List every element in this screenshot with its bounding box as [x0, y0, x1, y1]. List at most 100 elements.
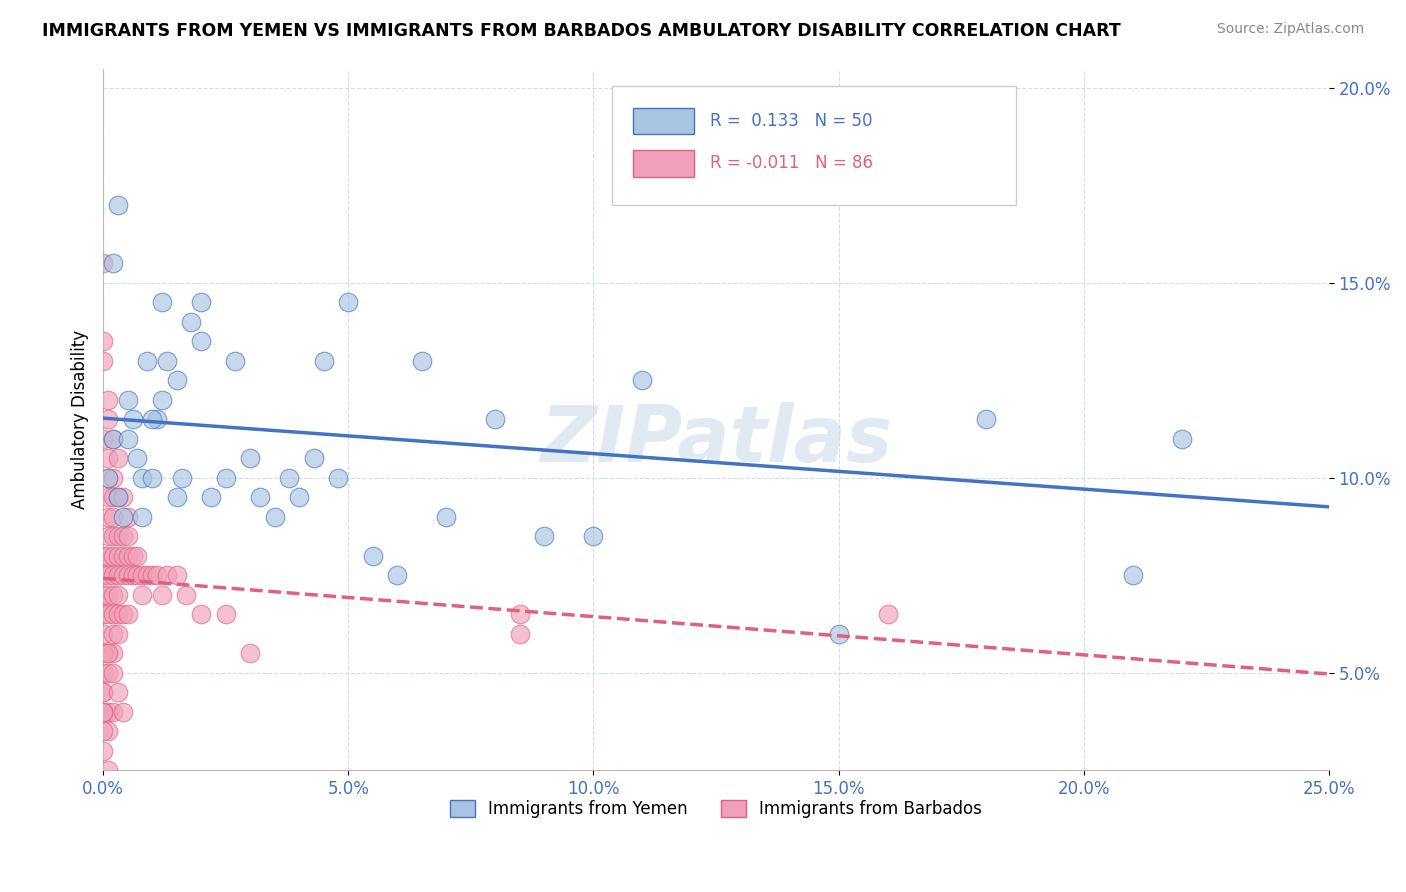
Point: [91, 568, 114, 582]
Point: [101, 432, 124, 446]
Point: [156, 353, 179, 368]
Point: [509, 626, 531, 640]
Point: [150, 588, 173, 602]
Point: [101, 665, 124, 680]
Point: [136, 353, 159, 368]
Point: [146, 568, 169, 582]
Point: [97, 412, 120, 426]
Point: [97, 549, 120, 563]
Legend: Immigrants from Yemen, Immigrants from Barbados: Immigrants from Yemen, Immigrants from B…: [443, 793, 988, 825]
Point: [117, 432, 139, 446]
Point: [533, 529, 555, 543]
Point: [111, 529, 134, 543]
Point: [278, 471, 301, 485]
Point: [121, 412, 143, 426]
Point: [434, 509, 457, 524]
Point: [239, 646, 262, 660]
Point: [131, 568, 153, 582]
Point: [170, 471, 193, 485]
Point: [411, 353, 433, 368]
Point: [141, 471, 163, 485]
Point: [200, 490, 222, 504]
Point: [249, 490, 271, 504]
Point: [150, 392, 173, 407]
Point: [117, 568, 139, 582]
Point: [166, 490, 188, 504]
Point: [101, 509, 124, 524]
Point: [97, 588, 120, 602]
Point: [91, 626, 114, 640]
Point: [97, 568, 120, 582]
Point: [328, 471, 350, 485]
Point: [91, 432, 114, 446]
Point: [101, 588, 124, 602]
Point: [974, 412, 997, 426]
Point: [215, 607, 238, 621]
Point: [91, 743, 114, 757]
Point: [131, 509, 153, 524]
Point: [111, 509, 134, 524]
Point: [101, 549, 124, 563]
Point: [97, 471, 120, 485]
Point: [190, 334, 212, 349]
Point: [97, 607, 120, 621]
Point: [101, 432, 124, 446]
Point: [91, 334, 114, 349]
Point: [117, 607, 139, 621]
Point: [107, 451, 129, 466]
Point: [91, 646, 114, 660]
Text: IMMIGRANTS FROM YEMEN VS IMMIGRANTS FROM BARBADOS AMBULATORY DISABILITY CORRELAT: IMMIGRANTS FROM YEMEN VS IMMIGRANTS FROM…: [42, 22, 1121, 40]
Point: [91, 724, 114, 739]
Point: [107, 588, 129, 602]
Point: [111, 549, 134, 563]
Point: [131, 471, 153, 485]
Text: Source: ZipAtlas.com: Source: ZipAtlas.com: [1216, 22, 1364, 37]
Point: [387, 568, 409, 582]
Point: [101, 256, 124, 270]
Point: [166, 568, 188, 582]
Point: [107, 490, 129, 504]
Point: [107, 549, 129, 563]
Point: [91, 549, 114, 563]
Point: [239, 451, 262, 466]
Point: [111, 490, 134, 504]
Point: [141, 568, 163, 582]
Point: [91, 705, 114, 719]
Point: [91, 353, 114, 368]
Point: [190, 607, 212, 621]
Point: [107, 626, 129, 640]
Point: [107, 568, 129, 582]
Point: [117, 509, 139, 524]
Point: [91, 588, 114, 602]
Point: [121, 568, 143, 582]
Point: [91, 665, 114, 680]
Point: [484, 412, 506, 426]
Point: [97, 646, 120, 660]
Point: [117, 529, 139, 543]
Point: [91, 685, 114, 699]
Point: [180, 315, 202, 329]
Point: [176, 588, 198, 602]
Point: [582, 529, 605, 543]
Point: [117, 392, 139, 407]
Point: [97, 529, 120, 543]
Text: R =  0.133   N = 50: R = 0.133 N = 50: [710, 112, 872, 130]
Point: [312, 353, 335, 368]
Point: [156, 568, 179, 582]
Point: [127, 451, 149, 466]
Point: [107, 529, 129, 543]
Point: [91, 685, 114, 699]
Point: [827, 626, 849, 640]
Point: [107, 685, 129, 699]
Point: [131, 588, 153, 602]
Point: [97, 451, 120, 466]
Point: [107, 198, 129, 212]
Point: [631, 373, 654, 387]
Point: [141, 412, 163, 426]
Point: [97, 705, 120, 719]
Point: [97, 724, 120, 739]
Point: [730, 178, 752, 193]
Point: [97, 646, 120, 660]
Point: [127, 549, 149, 563]
Point: [288, 490, 311, 504]
